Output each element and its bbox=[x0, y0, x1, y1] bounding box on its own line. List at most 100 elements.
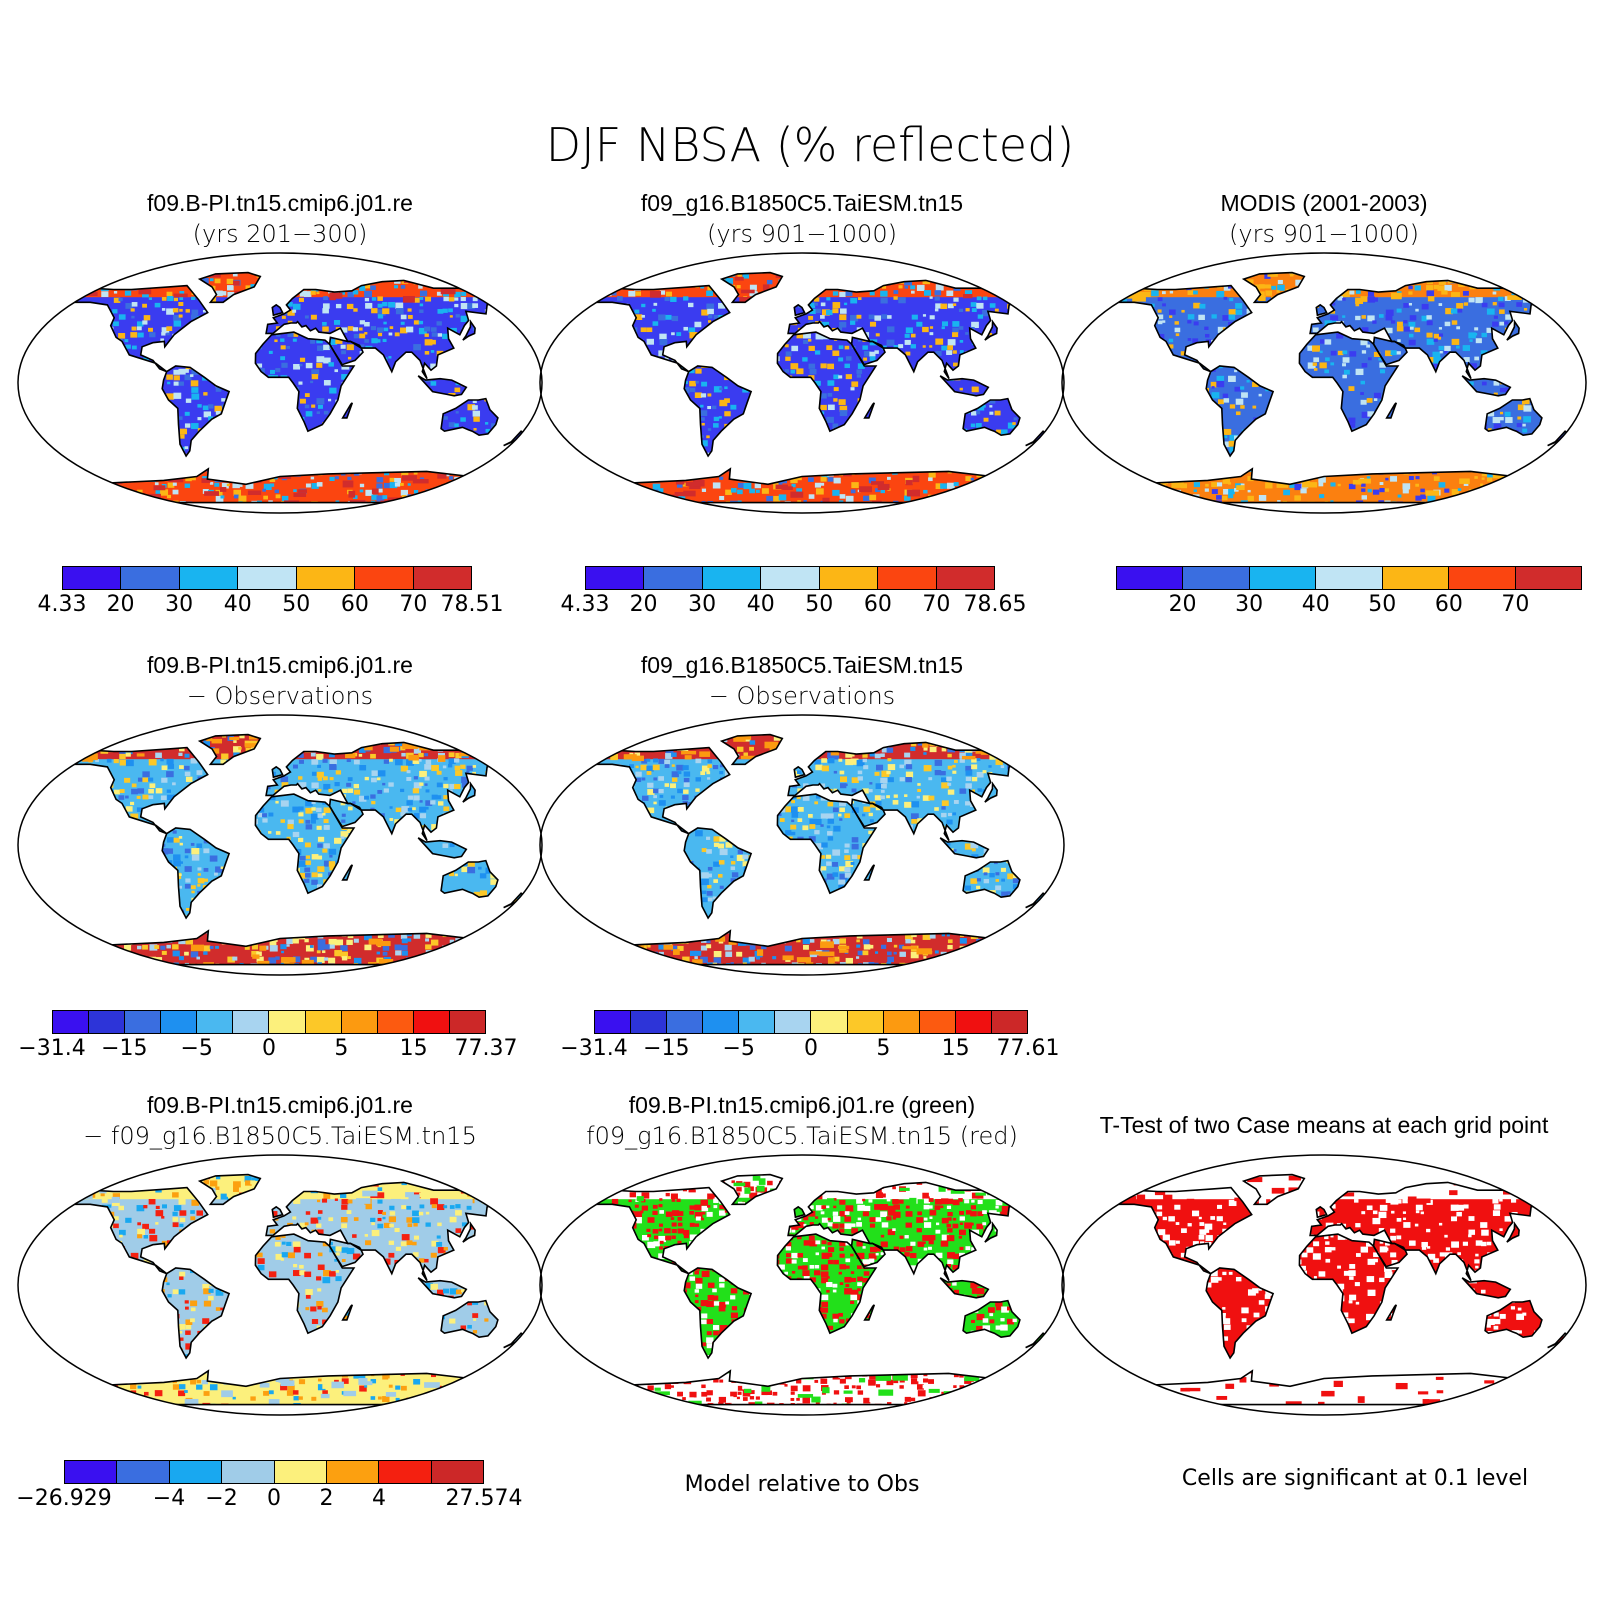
colorbar-tick-label: 2 bbox=[319, 1486, 334, 1511]
colorbar-tick-label: 77.61 bbox=[996, 1036, 1060, 1061]
colorbar-swatch bbox=[1249, 567, 1317, 589]
arctic-band bbox=[66, 734, 527, 760]
coastlines bbox=[65, 733, 528, 966]
land-samerica bbox=[162, 1268, 230, 1358]
colorbar-swatch bbox=[739, 1011, 776, 1033]
world-map bbox=[17, 1154, 543, 1416]
colorbar-swatch bbox=[775, 1011, 812, 1033]
panel-model-relative: f09.B-PI.tn15.cmip6.j01.re (green) f09_g… bbox=[532, 1092, 1072, 1512]
map-frame bbox=[1061, 252, 1587, 514]
land-fill bbox=[588, 272, 1049, 503]
panel-title: f09_g16.B1850C5.TaiESM.tn15 bbox=[640, 190, 964, 216]
map-frame bbox=[539, 252, 1065, 514]
colorbar-tick-label: 20 bbox=[1168, 592, 1197, 617]
colorbar-swatch bbox=[377, 1011, 414, 1033]
colorbar-swatch bbox=[169, 1461, 223, 1483]
world-map bbox=[539, 252, 1065, 514]
colorbar-swatch bbox=[991, 1011, 1027, 1033]
colorbar-swatch bbox=[117, 1461, 170, 1483]
panel-obs: MODIS (2001-2003) (yrs 901−1000) bbox=[1054, 190, 1594, 610]
colorbar-swatch bbox=[274, 1461, 327, 1483]
colorbar-tick-label: 60 bbox=[1434, 592, 1463, 617]
colorbar-swatches bbox=[62, 566, 472, 590]
colorbar-tick-label: 15 bbox=[941, 1036, 970, 1061]
colorbar-swatch bbox=[238, 567, 297, 589]
colorbar-swatch bbox=[65, 1461, 118, 1483]
land-australia bbox=[1485, 1300, 1542, 1338]
colorbar-swatch bbox=[883, 1011, 920, 1033]
colorbar-swatch bbox=[269, 1011, 306, 1033]
colorbar-tick-label: 15 bbox=[399, 1036, 428, 1061]
colorbar-swatch bbox=[703, 1011, 740, 1033]
colorbar-tick-label: 40 bbox=[746, 592, 775, 617]
colorbar-tick-label: 30 bbox=[165, 592, 194, 617]
colorbar-tick-label: 30 bbox=[688, 592, 717, 617]
panel-subtitle: f09_g16.B1850C5.TaiESM.tn15 (red) bbox=[586, 1122, 1018, 1150]
colorbar-tick-label: 40 bbox=[1301, 592, 1330, 617]
panel-subtitle: (yrs 901−1000) bbox=[1229, 220, 1419, 248]
colorbar-swatch bbox=[233, 1011, 270, 1033]
colorbar-tick-label: 27.574 bbox=[445, 1486, 523, 1511]
colorbar-swatch bbox=[125, 1011, 162, 1033]
land-australia bbox=[441, 860, 498, 898]
coastlines bbox=[587, 1173, 1050, 1406]
colorbar-tick-label: −26.929 bbox=[16, 1486, 112, 1511]
panel-subtitle: (yrs 201−300) bbox=[192, 220, 368, 248]
antarctic-band bbox=[66, 933, 527, 965]
map-frame bbox=[17, 252, 543, 514]
colorbar-swatch bbox=[1183, 567, 1250, 589]
land-samerica bbox=[1206, 366, 1274, 456]
land-indonesia bbox=[940, 837, 989, 858]
note-significance: Cells are significant at 0.1 level bbox=[1181, 1466, 1529, 1491]
colorbar-tick-label: 78.51 bbox=[440, 592, 504, 617]
panel-title: f09_g16.B1850C5.TaiESM.tn15 bbox=[640, 652, 964, 678]
colorbar-tick-label: 4.33 bbox=[37, 592, 87, 617]
colorbar-tick-label: 70 bbox=[922, 592, 951, 617]
colorbar-swatch bbox=[413, 1011, 450, 1033]
arctic-band bbox=[66, 1174, 527, 1200]
note-model-relative: Model relative to Obs bbox=[684, 1472, 920, 1497]
colorbar-swatch bbox=[197, 1011, 234, 1033]
colorbar-tick-label: 77.37 bbox=[454, 1036, 518, 1061]
colorbar-tick-label: −15 bbox=[643, 1036, 690, 1061]
panel-subtitle: (yrs 901−1000) bbox=[707, 220, 897, 248]
land-fill bbox=[66, 1174, 527, 1405]
land-australia bbox=[441, 1300, 498, 1338]
map-frame bbox=[539, 714, 1065, 976]
colorbar-tick-label: 5 bbox=[334, 1036, 349, 1061]
colorbar-swatches bbox=[64, 1460, 484, 1484]
colorbar-swatch bbox=[305, 1011, 342, 1033]
land-samerica bbox=[684, 828, 752, 918]
colorbar-tick-label: 40 bbox=[223, 592, 252, 617]
colorbar-swatch bbox=[53, 1011, 90, 1033]
colorbar-tick-label: 4 bbox=[372, 1486, 386, 1511]
colorbar-tick-label: −31.4 bbox=[18, 1036, 86, 1061]
colorbar-swatch bbox=[631, 1011, 668, 1033]
colorbar-tick-label: 0 bbox=[804, 1036, 818, 1061]
colorbar-swatch bbox=[222, 1461, 275, 1483]
colorbar-swatch bbox=[179, 567, 239, 589]
panel-title: f09.B-PI.tn15.cmip6.j01.re bbox=[147, 1092, 413, 1118]
arctic-band bbox=[588, 272, 1049, 298]
colorbar-tick-label: −4 bbox=[152, 1486, 186, 1511]
colorbar-tick-label: 78.65 bbox=[963, 592, 1027, 617]
world-map bbox=[1061, 252, 1587, 514]
panel-case2: f09_g16.B1850C5.TaiESM.tn15 (yrs 901−100… bbox=[532, 190, 1072, 610]
colorbar-swatch bbox=[1382, 567, 1450, 589]
map-frame bbox=[17, 714, 543, 976]
colorbar-swatches bbox=[1116, 566, 1582, 590]
colorbar-swatch bbox=[761, 567, 820, 589]
colorbar-swatch bbox=[341, 1011, 378, 1033]
colorbar-swatch bbox=[667, 1011, 704, 1033]
colorbar-swatch bbox=[702, 567, 762, 589]
colorbar-swatch bbox=[595, 1011, 632, 1033]
colorbar-swatch bbox=[121, 567, 180, 589]
land-fill bbox=[588, 1174, 1049, 1405]
colorbar-tick-label: 0 bbox=[262, 1036, 276, 1061]
world-map bbox=[539, 1154, 1065, 1416]
colorbar-tick-label: 20 bbox=[629, 592, 658, 617]
panel-title: f09.B-PI.tn15.cmip6.j01.re bbox=[147, 652, 413, 678]
colorbar-tick-label: −5 bbox=[180, 1036, 213, 1061]
land-fill bbox=[66, 272, 527, 503]
land-africa bbox=[1299, 332, 1398, 432]
